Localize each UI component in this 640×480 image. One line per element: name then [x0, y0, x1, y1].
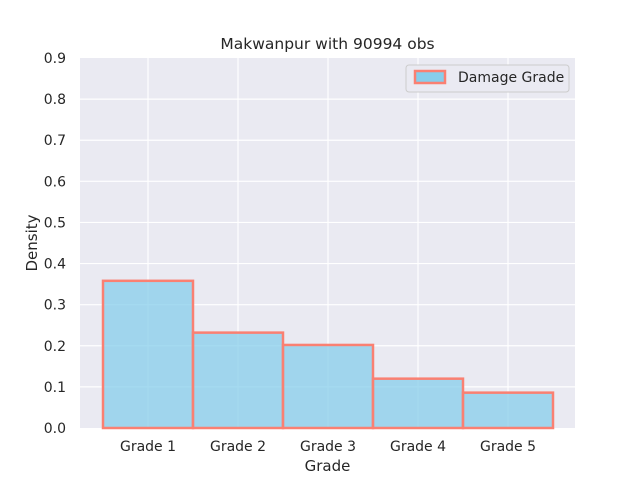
x-tick-label: Grade 1 — [120, 439, 176, 455]
y-tick-label: 0.3 — [44, 298, 66, 314]
legend-box — [405, 64, 570, 93]
bar — [191, 331, 285, 430]
legend-swatch — [413, 69, 447, 85]
legend-label: Damage Grade — [458, 70, 564, 86]
bar — [101, 279, 195, 430]
x-tick-label: Grade 4 — [390, 439, 446, 455]
y-tick-label: 0.1 — [44, 380, 66, 396]
y-tick-label: 0.5 — [44, 215, 66, 231]
y-tick-label: 0.0 — [44, 421, 66, 437]
bar — [371, 377, 465, 430]
x-tick-label: Grade 3 — [300, 439, 356, 455]
y-axis-ticks: 0.0 0.1 0.2 0.3 0.4 0.5 0.6 0.7 0.8 0.9 — [44, 51, 66, 437]
y-tick-label: 0.6 — [44, 174, 66, 190]
y-tick-label: 0.9 — [44, 51, 66, 67]
x-tick-label: Grade 2 — [210, 439, 266, 455]
y-tick-label: 0.8 — [44, 92, 66, 108]
x-axis-title: Grade — [305, 457, 351, 475]
x-tick-label: Grade 5 — [480, 439, 536, 455]
x-axis-ticks: Grade 1 Grade 2 Grade 3 Grade 4 Grade 5 — [120, 439, 536, 455]
chart-title: Makwanpur with 90994 obs — [220, 35, 434, 53]
bars — [101, 279, 555, 430]
bar — [281, 343, 375, 430]
y-tick-label: 0.2 — [44, 339, 66, 355]
bar — [461, 391, 555, 430]
y-axis-title: Density — [23, 214, 41, 271]
y-tick-label: 0.4 — [44, 257, 66, 273]
y-tick-label: 0.7 — [44, 133, 66, 149]
legend: Damage Grade — [405, 64, 570, 93]
